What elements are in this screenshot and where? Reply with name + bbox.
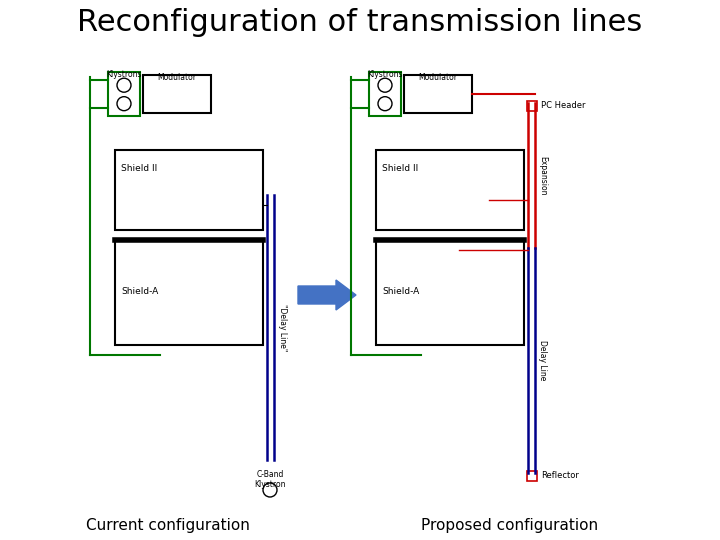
Text: "Delay Line": "Delay Line" xyxy=(278,304,287,351)
Bar xyxy=(115,150,263,230)
Text: Reflector: Reflector xyxy=(541,471,579,481)
Text: Expansion: Expansion xyxy=(538,156,547,195)
Text: Current configuration: Current configuration xyxy=(86,518,250,533)
Bar xyxy=(527,471,537,481)
Bar xyxy=(404,75,472,113)
Text: Reconfiguration of transmission lines: Reconfiguration of transmission lines xyxy=(77,8,643,37)
Bar xyxy=(143,75,211,113)
Text: Shield II: Shield II xyxy=(382,164,418,173)
Bar xyxy=(369,72,401,116)
FancyArrow shape xyxy=(298,280,356,310)
Circle shape xyxy=(378,78,392,92)
Circle shape xyxy=(117,78,131,92)
Text: Proposed configuration: Proposed configuration xyxy=(421,518,598,533)
Text: Modulator: Modulator xyxy=(418,73,457,82)
Bar xyxy=(527,101,537,111)
Bar xyxy=(376,240,524,345)
Circle shape xyxy=(378,97,392,111)
Text: Shield II: Shield II xyxy=(121,164,157,173)
Circle shape xyxy=(263,483,277,497)
Bar xyxy=(376,150,524,230)
Text: Shield-A: Shield-A xyxy=(121,287,158,296)
Text: Modulator: Modulator xyxy=(158,73,197,82)
Text: PC Header: PC Header xyxy=(541,102,585,111)
Text: Delay Line: Delay Line xyxy=(538,340,547,381)
Bar xyxy=(115,240,263,345)
Bar xyxy=(108,72,140,116)
Text: Shield-A: Shield-A xyxy=(382,287,419,296)
Text: C-Band
Klystron: C-Band Klystron xyxy=(254,470,286,489)
Circle shape xyxy=(117,97,131,111)
Text: Klystrons: Klystrons xyxy=(367,70,402,79)
Text: Klystrons: Klystrons xyxy=(107,70,142,79)
